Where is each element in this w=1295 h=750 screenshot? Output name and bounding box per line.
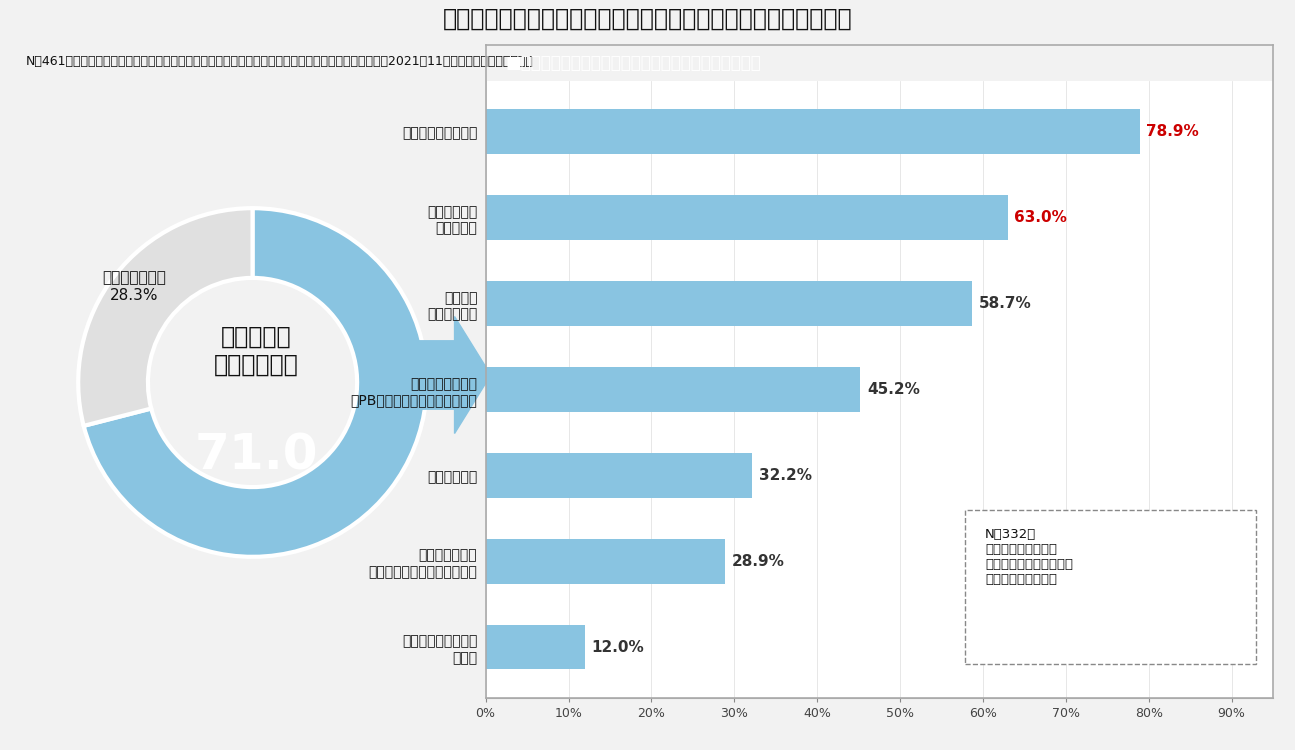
Text: 63.0%: 63.0%	[1014, 210, 1067, 225]
FancyArrow shape	[413, 316, 491, 434]
Bar	[486, 109, 1140, 154]
Text: 図表２）食品の値上げによる、節約意識の変化とそれに伴う行動: 図表２）食品の値上げによる、節約意識の変化とそれに伴う行動	[443, 7, 852, 31]
Text: 節約意識が
高まっている: 節約意識が 高まっている	[214, 326, 298, 377]
Text: 58.7%: 58.7%	[979, 296, 1032, 310]
Bar	[486, 625, 585, 670]
Text: 71.0: 71.0	[194, 432, 317, 480]
Text: ■節約意識の高まりに対する行動（選択肢・複数回答）: ■節約意識の高まりに対する行動（選択肢・複数回答）	[505, 54, 761, 72]
Bar	[486, 367, 860, 412]
Wedge shape	[78, 209, 253, 426]
Text: 12.0%: 12.0%	[592, 640, 645, 655]
Bar	[486, 453, 752, 497]
Text: N＝461人、値上げを感じる食品カテゴリーがあると回答した人　ソフトブレーン・フィールド調べ　　2021年11月インターネットリサーチ: N＝461人、値上げを感じる食品カテゴリーがあると回答した人 ソフトブレーン・フ…	[26, 55, 534, 68]
Text: 45.2%: 45.2%	[866, 382, 919, 397]
Text: 28.9%: 28.9%	[732, 554, 785, 568]
Text: 78.9%: 78.9%	[1146, 124, 1199, 139]
Wedge shape	[84, 209, 427, 556]
Text: 32.2%: 32.2%	[759, 468, 812, 483]
Bar	[486, 281, 973, 326]
FancyBboxPatch shape	[965, 510, 1256, 664]
Bar	[486, 195, 1008, 240]
Text: N＝332人
食品の値上げにより
節約意識が高まっている
と回答した働く主婦: N＝332人 食品の値上げにより 節約意識が高まっている と回答した働く主婦	[985, 529, 1074, 586]
Bar	[486, 538, 725, 584]
Text: 高まっていない
28.3%: 高まっていない 28.3%	[102, 271, 166, 303]
